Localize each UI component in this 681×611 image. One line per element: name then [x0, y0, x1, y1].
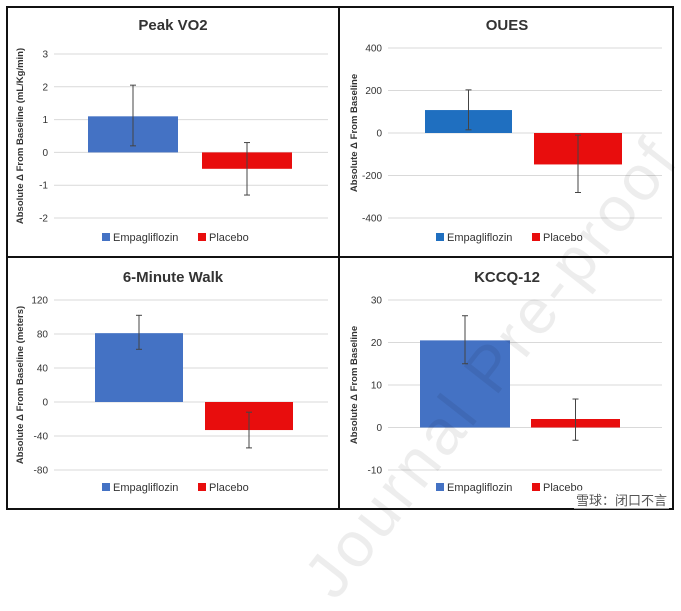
legend-swatch-empagliflozin — [436, 233, 444, 241]
y-tick-label: 30 — [371, 296, 383, 307]
legend-label-empagliflozin: Empagliflozin — [113, 482, 178, 494]
chart-title: KCCQ-12 — [474, 269, 540, 286]
y-axis-label: Absolute Δ From Baseline — [349, 74, 360, 192]
chart-panel-peak-vo2: Peak VO2 -2 -1 0 1 2 3 Absolute Δ From Baseline… — [6, 6, 340, 258]
legend-swatch-placebo — [532, 233, 540, 241]
legend-swatch-placebo — [198, 483, 206, 491]
legend-swatch-empagliflozin — [102, 483, 110, 491]
chart-title: OUES — [486, 17, 529, 34]
y-tick-label: 0 — [42, 148, 48, 159]
y-tick-label: 3 — [42, 50, 48, 61]
legend-label-empagliflozin: Empagliflozin — [113, 232, 178, 244]
legend-swatch-placebo — [532, 483, 540, 491]
y-tick-label: -10 — [368, 466, 383, 477]
y-tick-label: 0 — [376, 129, 382, 140]
chart-peak-vo2: Peak VO2 -2 -1 0 1 2 3 Absolute Δ From Baseline… — [15, 17, 328, 244]
y-tick-label: -200 — [362, 171, 382, 182]
y-tick-label: 0 — [42, 398, 48, 409]
legend-swatch-empagliflozin — [102, 233, 110, 241]
y-tick-label: 10 — [371, 381, 383, 392]
y-tick-label: 2 — [42, 82, 48, 93]
legend-label-placebo: Placebo — [209, 232, 249, 244]
chart-oues: OUES -400 -200 0 200 400 Absolute Δ From Basel… — [349, 17, 662, 244]
chart-title: 6-Minute Walk — [123, 269, 224, 286]
y-tick-label: -400 — [362, 214, 382, 225]
legend-swatch-placebo — [198, 233, 206, 241]
y-tick-label: 200 — [365, 86, 382, 97]
chart-panel-kccq-12: KCCQ-12 -10 0 10 20 30 Absolute Δ From Baselin… — [340, 258, 674, 510]
chart-grid-frame — [6, 6, 674, 510]
y-tick-label: 120 — [31, 296, 48, 307]
y-tick-label: 80 — [37, 330, 49, 341]
legend-label-empagliflozin: Empagliflozin — [447, 232, 512, 244]
y-axis-label: Absolute Δ From Baseline (mL/Kg/min) — [15, 48, 26, 224]
legend-label-empagliflozin: Empagliflozin — [447, 482, 512, 494]
y-tick-label: 400 — [365, 44, 382, 55]
legend-label-placebo: Placebo — [543, 482, 583, 494]
y-tick-label: -2 — [39, 214, 48, 225]
y-tick-label: 40 — [37, 364, 49, 375]
chart-panel-6-minute-walk: 6-Minute Walk -80 -40 0 40 80 120 Absolute Δ Fr… — [6, 258, 340, 510]
y-tick-label: 0 — [376, 423, 382, 434]
y-axis-label: Absolute Δ From Baseline (meters) — [15, 306, 26, 464]
chart-title: Peak VO2 — [138, 17, 207, 34]
y-tick-label: -1 — [39, 181, 48, 192]
legend-label-placebo: Placebo — [543, 232, 583, 244]
chart-kccq-12: KCCQ-12 -10 0 10 20 30 Absolute Δ From Baselin… — [349, 269, 662, 494]
chart-panel-oues: OUES -400 -200 0 200 400 Absolute Δ From Basel… — [340, 6, 674, 258]
y-tick-label: 20 — [371, 338, 383, 349]
chart-6-minute-walk: 6-Minute Walk -80 -40 0 40 80 120 Absolute Δ Fr… — [15, 269, 328, 494]
legend-label-placebo: Placebo — [209, 482, 249, 494]
legend-swatch-empagliflozin — [436, 483, 444, 491]
y-axis-label: Absolute Δ From Baseline — [349, 326, 360, 444]
y-tick-label: -80 — [34, 466, 49, 477]
y-tick-label: -40 — [34, 432, 49, 443]
y-tick-label: 1 — [42, 115, 48, 126]
footer-source-mark: 雪球：闭口不言 — [573, 490, 669, 509]
